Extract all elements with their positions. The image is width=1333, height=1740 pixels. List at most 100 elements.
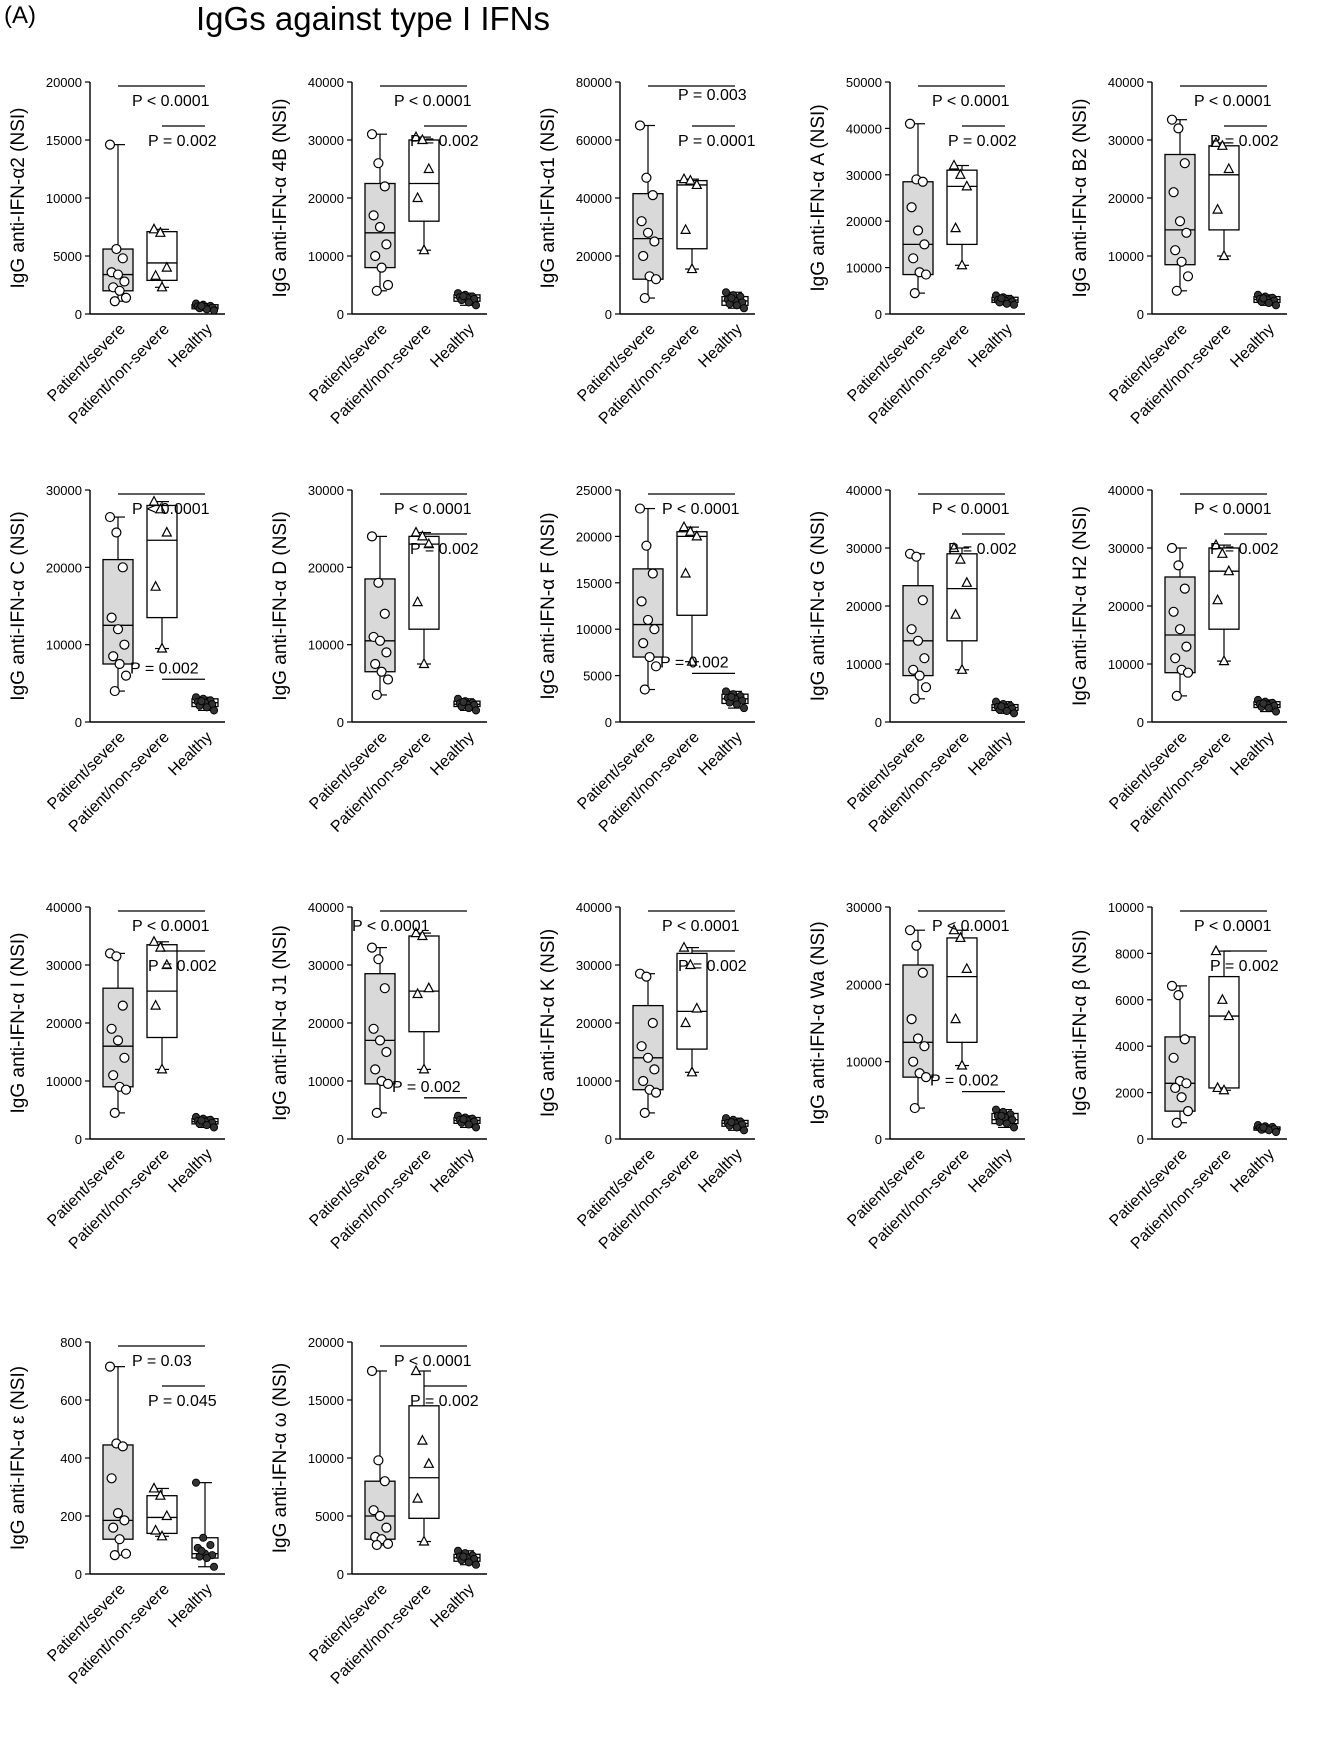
p-value-label: P = 0.002 [148,133,217,150]
box-group-healthy [1253,1121,1281,1137]
y-axis-label: IgG anti-IFN-α B2 (NSI) [1070,99,1091,298]
p-value-label: P < 0.0001 [932,501,1010,518]
p-value-label: P = 0.045 [148,1393,217,1410]
box-plot-panel: 0 20000 40000 60000 80000 IgG anti-IFN-α1 (NS… [530,60,780,470]
data-point [1009,300,1019,309]
data-point [156,281,168,292]
data-point [106,1023,117,1034]
x-category-label: Patient/severe [844,1146,928,1230]
box-group-healthy [1253,695,1281,716]
data-point [950,1012,962,1024]
data-point [954,168,966,179]
p-value-label: P < 0.0001 [1194,918,1272,935]
y-tick-label: 0 [875,307,882,322]
box-plot-svg: 0 10000 20000 30000 40000 IgG anti-IFN-α H2 (… [1070,483,1287,836]
data-point [649,624,660,635]
data-point [636,216,647,227]
data-point [148,935,160,946]
data-point [1182,1106,1194,1117]
box-group-healthy [191,1478,219,1571]
data-point [1179,1034,1190,1045]
data-point [1168,606,1179,617]
data-point [636,596,647,607]
data-point [911,551,922,562]
data-point [117,1441,128,1452]
y-tick-label: 30000 [1108,133,1144,148]
p-value-label: P = 0.002 [148,958,217,975]
x-category-label: Healthy [695,321,745,371]
y-tick-label: 10000 [576,1074,612,1089]
x-category-label: Patient/severe [44,1581,128,1665]
box-plot-panel: 0 5000 10000 15000 20000 25000 IgG anti-IFN-α … [530,468,780,878]
y-tick-label: 0 [1137,1132,1144,1147]
data-point [727,293,736,303]
y-tick-label: 10000 [46,638,82,653]
data-point [1264,704,1273,713]
y-tick-label: 40000 [308,900,344,915]
box-plot-svg: 0 10000 20000 30000 40000 IgG anti-IFN-α I (N… [8,900,225,1253]
data-point [154,941,166,952]
p-value-label: P < 0.0001 [132,501,210,518]
data-point [370,658,381,670]
y-tick-label: 10000 [576,622,612,637]
p-value-label: P = 0.002 [930,1073,999,1090]
data-point [1176,256,1187,267]
data-point [202,1553,211,1563]
data-point [112,624,124,635]
p-value-label: P < 0.0001 [1194,501,1272,518]
y-axis-label: IgG anti-IFN-α G (NSI) [808,511,829,701]
data-point [112,269,124,280]
y-axis-label: IgG anti-IFN-α 4B (NSI) [270,99,291,298]
data-point [471,706,481,715]
data-point [1210,538,1222,550]
data-point [954,931,966,943]
box-plot-panel: 0 10000 20000 30000 40000 IgG anti-IFN-α 4B (… [262,60,512,470]
data-point [156,642,168,653]
data-point [911,940,922,951]
data-point [912,1033,924,1044]
data-point [639,1107,650,1118]
box-plot-svg: 0 10000 20000 30000 40000 IgG anti-IFN-α 4B (… [270,75,487,428]
box-plot-panel: 0 5000 10000 15000 20000 IgG anti-IFN-α2 (NSI… [0,60,250,470]
data-point [106,1473,117,1484]
data-point [1002,1119,1011,1128]
y-tick-label: 20000 [46,75,82,90]
box-group-patient-non-severe [676,520,708,666]
y-tick-label: 40000 [308,75,344,90]
data-point [373,954,384,965]
data-point [634,120,646,131]
iqr-box [408,935,440,1033]
p-value-label: P < 0.0001 [932,93,1010,110]
data-point [647,190,658,201]
data-point [209,1123,219,1132]
box-group-patient-non-severe [946,923,978,1070]
data-point [1174,216,1186,227]
y-tick-label: 0 [75,307,82,322]
box-plot-svg: 0 10000 20000 30000 40000 IgG anti-IFN-α B2 (… [1070,75,1287,428]
p-value-label: P = 0.002 [660,654,729,671]
box-group-patient-severe [102,1361,134,1561]
data-point [1216,993,1228,1004]
x-category-label: Patient/severe [1106,321,1190,405]
data-point [638,250,649,262]
box-plot-panel: 0 10000 20000 30000 40000 IgG anti-IFN-α I (N… [0,885,250,1295]
box-group-healthy [453,1111,481,1132]
data-point [423,537,435,549]
y-tick-label: 800 [60,1335,82,1350]
data-point [418,1063,430,1074]
iqr-box [102,1444,134,1540]
data-point [638,1075,649,1087]
data-point [739,304,749,313]
data-point [120,1548,132,1559]
data-point [154,226,166,237]
data-point [1218,1083,1230,1095]
data-point [920,269,932,280]
p-value-label: P < 0.0001 [132,93,210,110]
data-point [464,1120,473,1129]
y-tick-label: 30000 [846,541,882,556]
x-category-label: Healthy [427,1146,477,1196]
data-point [150,1524,162,1535]
iqr-box [146,230,178,282]
data-point [642,614,654,626]
y-tick-label: 20000 [576,249,612,264]
